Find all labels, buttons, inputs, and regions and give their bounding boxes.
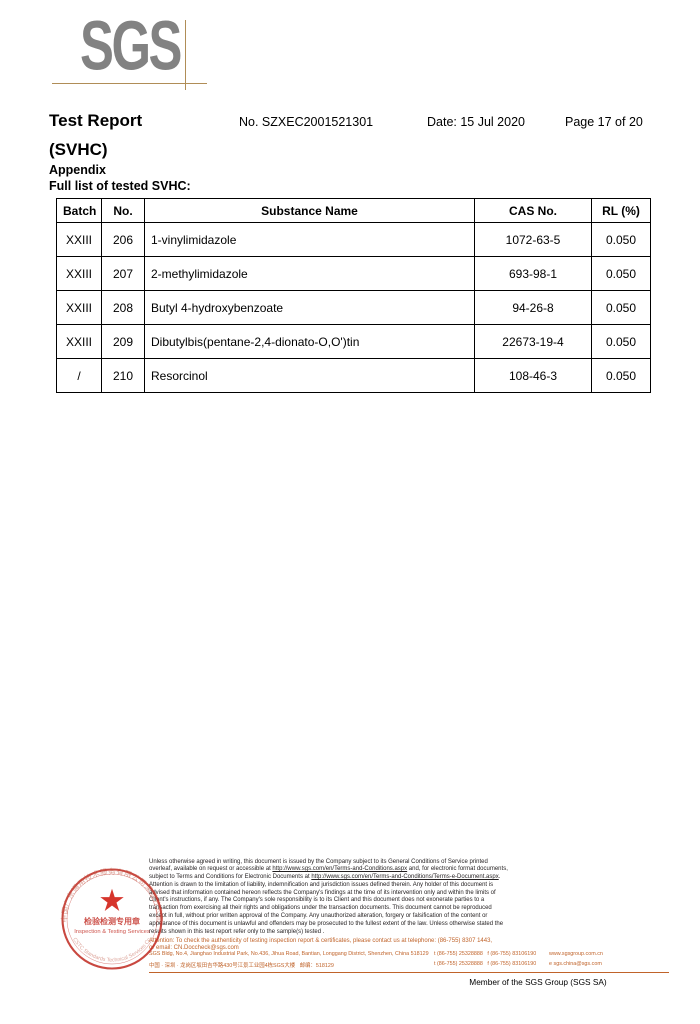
svg-text:Inspection & Testing Services: Inspection & Testing Services bbox=[74, 929, 150, 935]
svg-text:检验检测专用章: 检验检测专用章 bbox=[84, 916, 140, 926]
svg-text:SGS-CSTC Standards Technical S: SGS-CSTC Standards Technical Services Co… bbox=[12, 819, 153, 964]
